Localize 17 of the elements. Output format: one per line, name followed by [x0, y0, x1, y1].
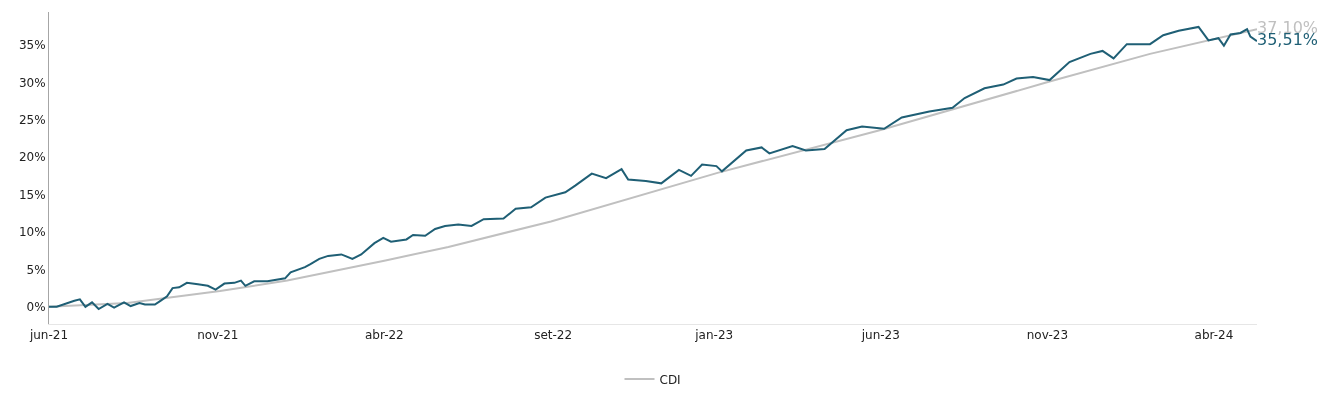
x-tick-label: jun-23 [860, 328, 900, 343]
x-tick-label: abr-24 [1194, 328, 1234, 343]
y-tick-label: 30% [18, 75, 46, 90]
y-tick-label: 25% [18, 112, 46, 127]
x-tick-label: abr-22 [364, 328, 404, 343]
y-tick-label: 20% [18, 150, 46, 165]
x-tick-label: jan-23 [694, 328, 734, 343]
x-tick-label: nov-23 [1026, 328, 1069, 343]
x-tick-label: jun-21 [28, 328, 69, 343]
y-tick-label: 10% [18, 225, 46, 240]
y-tick-label: 35% [18, 38, 46, 53]
legend-label: CDI [659, 372, 681, 387]
y-tick-label: 15% [18, 187, 46, 202]
y-tick-label: 0% [26, 299, 46, 314]
x-tick-label: nov-21 [197, 328, 239, 343]
y-tick-label: 5% [26, 262, 46, 277]
x-tick-label: set-22 [534, 328, 573, 343]
